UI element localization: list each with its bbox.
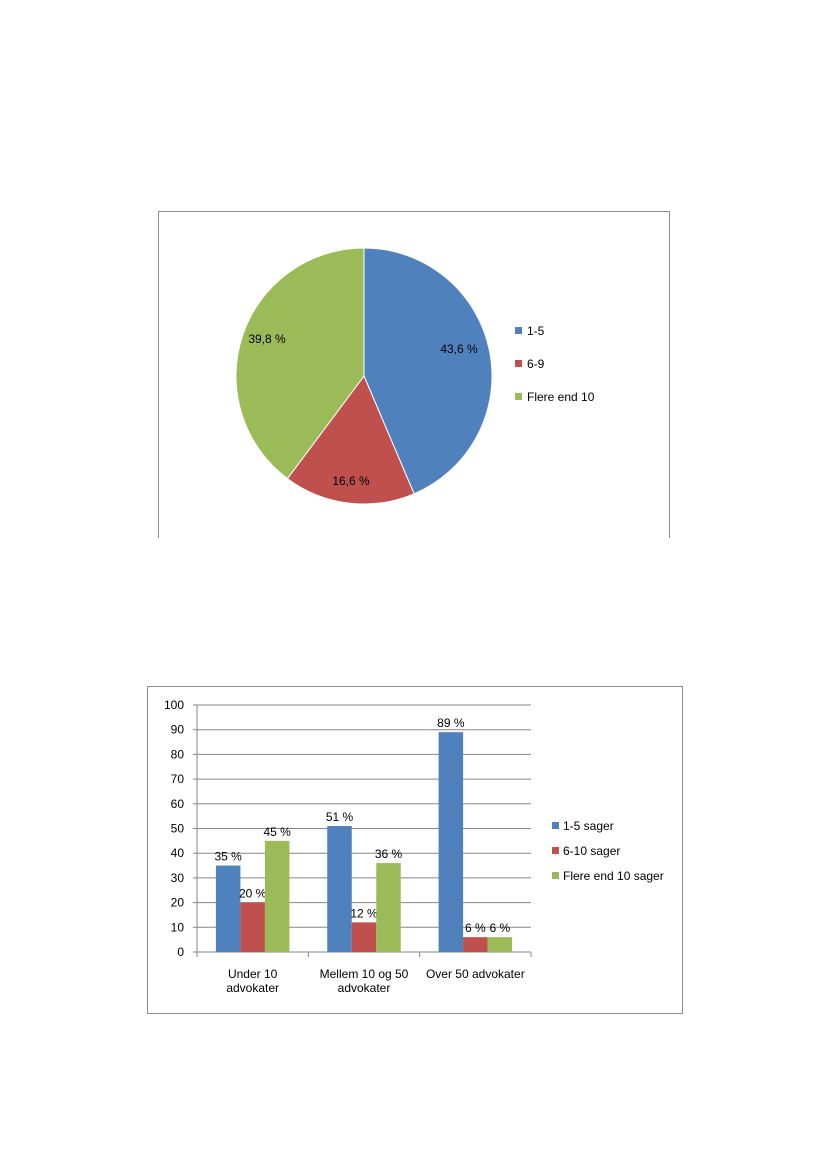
y-tick-label: 50: [171, 822, 185, 836]
bar-data-label: 35 %: [214, 850, 242, 864]
legend-label: 6-9: [527, 357, 545, 371]
bar-chart: 0 10 20 30 40 50 60 70 80 90 100 35 % 20 % 45 % Under …: [147, 686, 683, 1014]
bar-data-label: 36 %: [375, 847, 403, 861]
bar-data-label: 6 %: [489, 921, 510, 935]
bar-data-label: 51 %: [326, 810, 354, 824]
legend-label: 1-5 sager: [563, 819, 614, 833]
legend-swatch: [515, 327, 522, 334]
y-tick-label: 90: [171, 723, 185, 737]
y-tick-label: 100: [164, 698, 184, 712]
bar-data-label: 6 %: [465, 921, 486, 935]
bar-2-3: [463, 937, 488, 952]
y-tick-label: 0: [177, 945, 184, 959]
legend-label: 1-5: [527, 324, 545, 338]
legend-label: 6-10 sager: [563, 844, 620, 858]
pie-slice-Flere end 10: [235, 247, 365, 480]
bar-2-1: [240, 902, 265, 952]
y-tick-label: 70: [171, 772, 185, 786]
bar-3-1: [264, 840, 290, 952]
y-tick-label: 40: [171, 846, 185, 860]
bar-1-3: [438, 732, 464, 952]
pie-chart: 43,6 % 16,6 % 39,8 % 1-5 6-9 Flere end 10: [158, 211, 670, 538]
pie-slice-6-9: [286, 375, 415, 505]
x-tick-label: advokater: [226, 981, 279, 995]
legend-label: Flere end 10: [527, 390, 595, 404]
bar-data-label: 45 %: [263, 825, 291, 839]
y-tick-label: 10: [171, 920, 185, 934]
bar-1-1: [215, 865, 241, 952]
bar-chart-svg: 0 10 20 30 40 50 60 70 80 90 100 35 % 20 % 45 % Under …: [164, 698, 664, 995]
bar-2-2: [351, 922, 377, 952]
bar-3-3: [487, 937, 513, 952]
bar-3-2: [376, 863, 401, 952]
pie-slice-label: 16,6 %: [332, 474, 370, 488]
bar-1-2: [327, 826, 352, 952]
pie-slice-1-5: [363, 247, 493, 495]
legend-swatch: [552, 847, 559, 854]
legend-swatch: [515, 393, 522, 400]
bar-data-label: 20 %: [239, 887, 267, 901]
pie-chart-svg: 43,6 % 16,6 % 39,8 % 1-5 6-9 Flere end 10: [235, 247, 595, 505]
y-tick-label: 30: [171, 871, 185, 885]
bar-data-label: 12 %: [350, 906, 378, 920]
legend-swatch: [552, 872, 559, 879]
x-tick-label: Under 10: [228, 967, 278, 981]
pie-slice-label: 39,8 %: [248, 332, 286, 346]
x-tick-label: Mellem 10 og 50: [320, 967, 409, 981]
x-tick-label: advokater: [338, 981, 391, 995]
bar-data-label: 89 %: [437, 716, 465, 730]
pie-slice-label: 43,6 %: [440, 342, 478, 356]
y-tick-label: 80: [171, 747, 185, 761]
legend-swatch: [552, 822, 559, 829]
legend-swatch: [515, 360, 522, 367]
x-tick-label: Over 50 advokater: [426, 967, 525, 981]
y-tick-label: 20: [171, 896, 185, 910]
y-tick-label: 60: [171, 797, 185, 811]
legend-label: Flere end 10 sager: [563, 869, 664, 883]
